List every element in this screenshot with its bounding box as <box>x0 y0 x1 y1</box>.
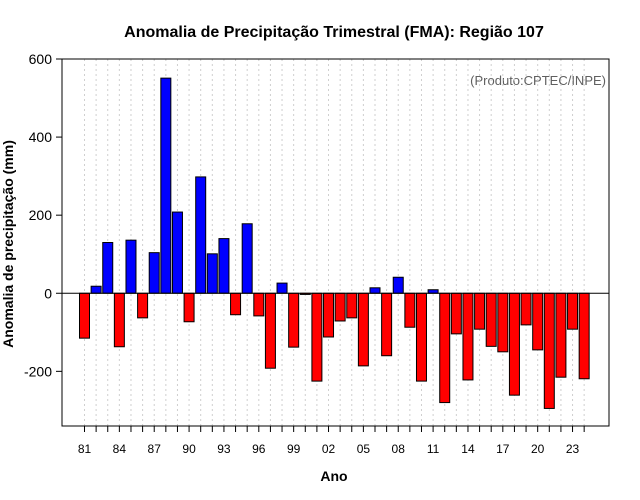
x-tick-label: 84 <box>113 442 127 456</box>
bar-05 <box>357 292 369 367</box>
bar-10 <box>415 292 427 382</box>
y-tick-label: 0 <box>44 285 52 301</box>
bar-87 <box>148 252 160 294</box>
x-tick-label: 93 <box>217 442 231 456</box>
bar-01 <box>311 292 323 382</box>
bar-07 <box>381 292 393 357</box>
bar-85 <box>125 239 137 294</box>
bar-13 <box>450 292 462 335</box>
x-tick-label: 17 <box>496 442 510 456</box>
bar-89 <box>171 211 183 294</box>
y-axis-label: Anomalia de precipitação (mm) <box>0 140 16 348</box>
bar-02 <box>323 292 335 338</box>
x-tick-label: 99 <box>287 442 301 456</box>
x-tick-label: 11 <box>427 442 440 456</box>
x-tick-label: 05 <box>357 442 371 456</box>
bar-20 <box>532 292 544 351</box>
bar-83 <box>102 242 114 294</box>
bar-23 <box>567 292 579 330</box>
bar-91 <box>195 176 207 294</box>
bar-18 <box>508 292 520 396</box>
bar-81 <box>79 292 90 339</box>
chart-title: Anomalia de Precipitação Trimestral (FMA… <box>124 24 544 41</box>
bar-92 <box>206 253 218 294</box>
x-axis-label: Ano <box>320 468 347 484</box>
x-tick-label: 96 <box>252 442 266 456</box>
bar-03 <box>334 292 346 322</box>
bar-82 <box>90 285 102 294</box>
bar-19 <box>520 292 532 326</box>
bar-11 <box>427 289 439 294</box>
bar-09 <box>404 292 416 328</box>
x-tick-label: 87 <box>148 442 162 456</box>
bar-95 <box>241 223 253 294</box>
bar-15 <box>474 292 486 330</box>
bar-08 <box>392 276 404 294</box>
bar-24 <box>578 292 590 380</box>
bar-06 <box>369 287 381 294</box>
bar-90 <box>183 292 195 323</box>
x-tick-label: 14 <box>461 442 475 456</box>
bar-22 <box>555 292 567 378</box>
bar-14 <box>462 292 474 381</box>
bar-86 <box>137 292 149 319</box>
y-tick-label: 400 <box>29 129 53 145</box>
x-tick-label: 23 <box>566 442 580 456</box>
bars <box>79 77 590 409</box>
bar-88 <box>160 77 172 294</box>
bar-94 <box>230 292 242 316</box>
bar-97 <box>264 292 276 369</box>
y-tick-label: 200 <box>29 207 53 223</box>
axes: -200 0 200 400 600 81 84 87 90 93 96 99 02 05 08 11 14 17… <box>24 51 610 456</box>
x-tick-label: 81 <box>78 442 92 456</box>
x-tick-label: 02 <box>322 442 336 456</box>
bar-84 <box>113 292 125 348</box>
bar-93 <box>218 238 230 294</box>
bar-04 <box>346 292 358 319</box>
bar-17 <box>497 292 509 353</box>
bar-16 <box>485 292 497 347</box>
plot-frame <box>61 58 610 427</box>
x-tick-label: 90 <box>182 442 196 456</box>
bar-98 <box>276 282 288 294</box>
y-tick-label: 600 <box>29 51 53 67</box>
bar-99 <box>288 292 300 348</box>
y-tick-label: -200 <box>24 363 52 379</box>
x-tick-label: 08 <box>392 442 406 456</box>
bar-12 <box>439 292 451 404</box>
bar-96 <box>253 292 265 317</box>
x-tick-label: 20 <box>531 442 545 456</box>
bar-21 <box>543 292 555 409</box>
